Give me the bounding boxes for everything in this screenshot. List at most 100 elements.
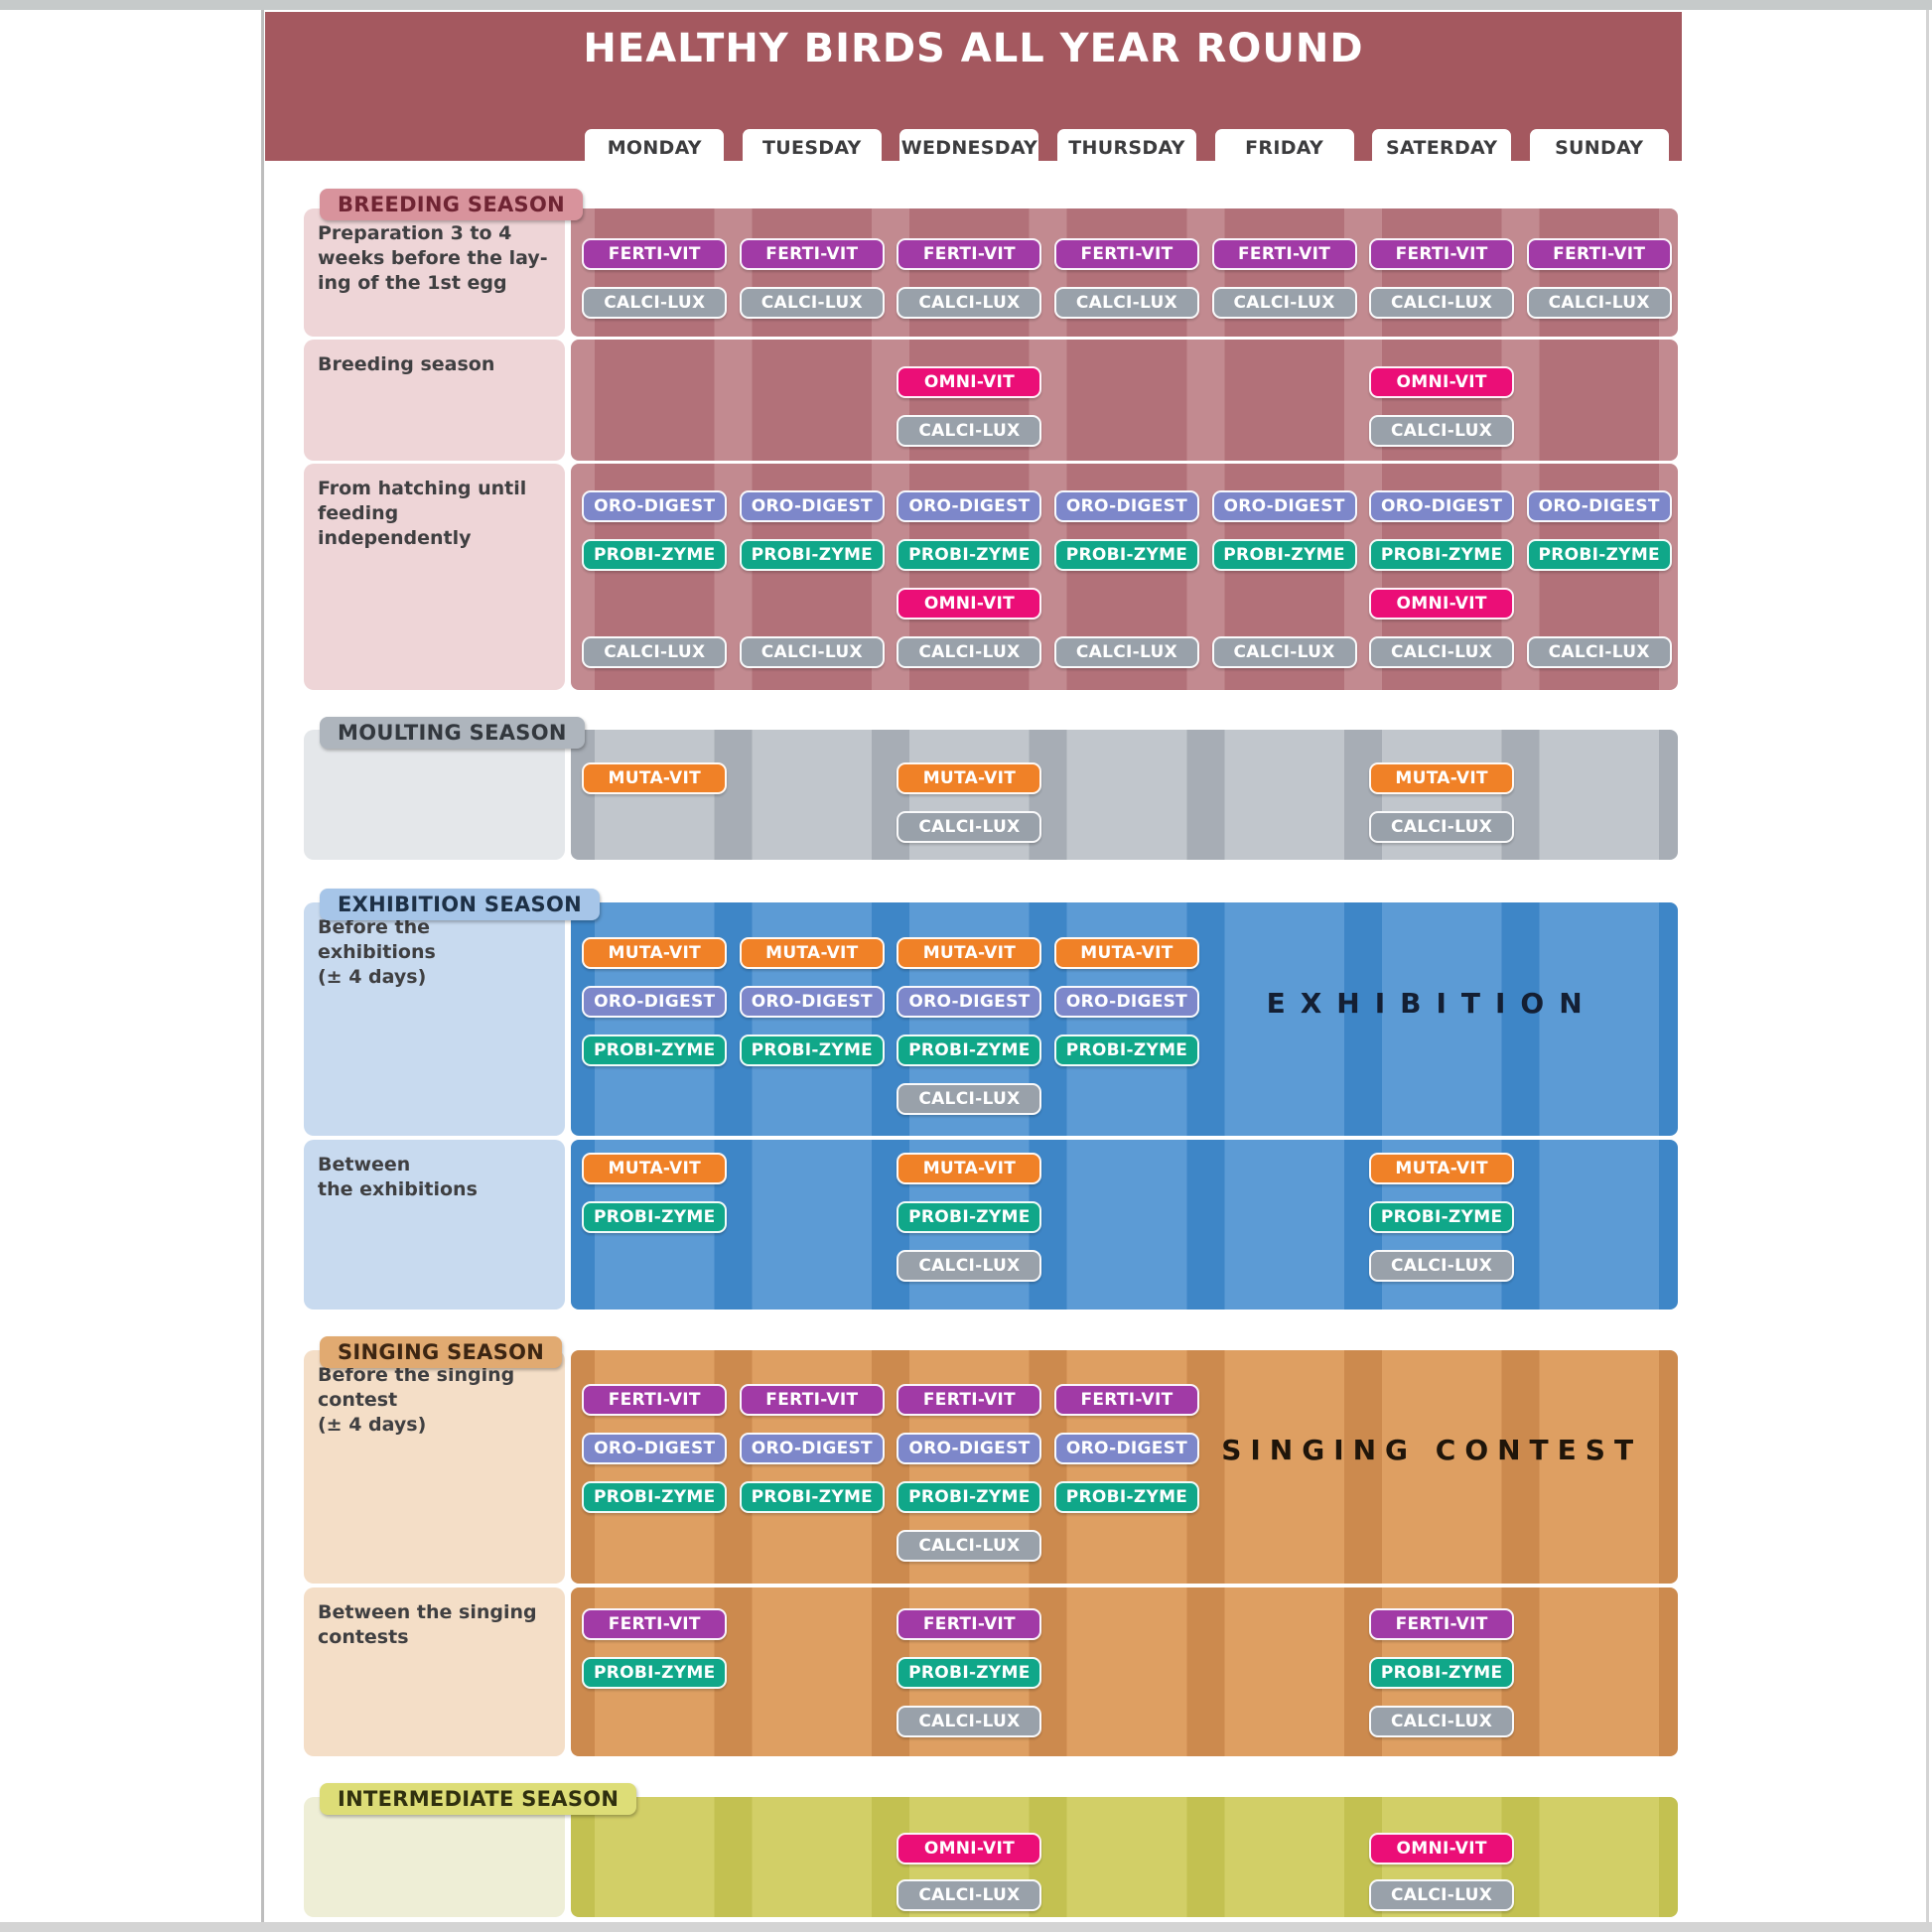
pill-probi-zyme: PROBI-ZYME [582, 1201, 728, 1233]
schedule-band-breeding-0: FERTI-VIT FERTI-VIT FERTI-VIT FERTI-VIT FERT… [571, 208, 1678, 337]
pill-muta-vit: MUTA-VIT [1369, 1153, 1515, 1184]
pill-ferti-vit: FERTI-VIT [1053, 1384, 1199, 1416]
pill-calci-lux: CALCI-LUX [582, 287, 728, 319]
pill-calci-lux: CALCI-LUX [1211, 636, 1357, 668]
pill-oro-digest: ORO-DIGEST [582, 490, 728, 522]
pill-ferti-vit: FERTI-VIT [897, 238, 1042, 270]
pill-probi-zyme: PROBI-ZYME [739, 539, 885, 571]
pill-oro-digest: ORO-DIGEST [897, 1433, 1042, 1464]
band-note-exhibition: EXHIBITION [1266, 986, 1597, 1020]
pill-probi-zyme: PROBI-ZYME [582, 1657, 728, 1689]
page-edge-bottom [0, 1922, 1932, 1932]
pill-oro-digest: ORO-DIGEST [1526, 490, 1672, 522]
pill-probi-zyme: PROBI-ZYME [897, 1481, 1042, 1513]
section-header-exhibition: EXHIBITION SEASON [320, 889, 600, 920]
schedule-band-breeding-1: OMNI-VIT OMNI-VIT CALCI-LUX CALCI-LUX [571, 340, 1678, 461]
schedule-band-singing-1: FERTI-VIT FERTI-VIT FERTI-VIT PROBI-ZYME PRO… [571, 1587, 1678, 1756]
row-label-intermediate-0 [304, 1797, 565, 1917]
section-header-intermediate: INTERMEDIATE SEASON [320, 1783, 637, 1815]
pill-omni-vit: OMNI-VIT [1369, 366, 1515, 398]
pill-ferti-vit: FERTI-VIT [1526, 238, 1672, 270]
pill-probi-zyme: PROBI-ZYME [1369, 539, 1515, 571]
row-label-breeding-2: From hatching until feeding independentl… [304, 464, 565, 690]
pill-calci-lux: CALCI-LUX [1211, 287, 1357, 319]
pill-omni-vit: OMNI-VIT [897, 1833, 1042, 1864]
pill-oro-digest: ORO-DIGEST [739, 1433, 885, 1464]
pill-probi-zyme: PROBI-ZYME [1369, 1201, 1515, 1233]
pill-ferti-vit: FERTI-VIT [897, 1608, 1042, 1640]
pill-probi-zyme: PROBI-ZYME [582, 539, 728, 571]
pill-calci-lux: CALCI-LUX [1369, 415, 1515, 447]
row-label-breeding-1: Breeding season [304, 340, 565, 461]
pill-muta-vit: MUTA-VIT [897, 762, 1042, 794]
day-tab-wednesday: WEDNESDAY [899, 129, 1039, 167]
pill-ferti-vit: FERTI-VIT [582, 238, 728, 270]
pill-muta-vit: MUTA-VIT [1053, 937, 1199, 969]
pill-probi-zyme: PROBI-ZYME [739, 1481, 885, 1513]
pill-probi-zyme: PROBI-ZYME [897, 1035, 1042, 1066]
pill-probi-zyme: PROBI-ZYME [739, 1035, 885, 1066]
pill-oro-digest: ORO-DIGEST [739, 986, 885, 1018]
row-label-singing-1: Between the singing contests [304, 1587, 565, 1756]
pill-oro-digest: ORO-DIGEST [582, 1433, 728, 1464]
pill-oro-digest: ORO-DIGEST [739, 490, 885, 522]
pill-omni-vit: OMNI-VIT [1369, 1833, 1515, 1864]
pill-calci-lux: CALCI-LUX [1053, 287, 1199, 319]
pill-ferti-vit: FERTI-VIT [582, 1608, 728, 1640]
section-header-breeding: BREEDING SEASON [320, 189, 584, 220]
pill-probi-zyme: PROBI-ZYME [897, 539, 1042, 571]
day-tab-monday: MONDAY [585, 129, 725, 167]
pill-oro-digest: ORO-DIGEST [897, 490, 1042, 522]
day-tab-saterday: SATERDAY [1372, 129, 1512, 167]
pill-calci-lux: CALCI-LUX [1369, 287, 1515, 319]
pill-probi-zyme: PROBI-ZYME [1526, 539, 1672, 571]
pill-calci-lux: CALCI-LUX [897, 1083, 1042, 1115]
pill-omni-vit: OMNI-VIT [897, 588, 1042, 620]
pill-calci-lux: CALCI-LUX [897, 415, 1042, 447]
pill-oro-digest: ORO-DIGEST [897, 986, 1042, 1018]
row-label-exhibition-0: Before the exhibitions (± 4 days) [304, 902, 565, 1136]
row-label-moulting-0 [304, 730, 565, 860]
pill-calci-lux: CALCI-LUX [1526, 636, 1672, 668]
pill-ferti-vit: FERTI-VIT [739, 238, 885, 270]
pill-probi-zyme: PROBI-ZYME [897, 1201, 1042, 1233]
pill-ferti-vit: FERTI-VIT [582, 1384, 728, 1416]
pill-probi-zyme: PROBI-ZYME [897, 1657, 1042, 1689]
pill-calci-lux: CALCI-LUX [897, 1706, 1042, 1737]
pill-probi-zyme: PROBI-ZYME [582, 1481, 728, 1513]
pill-omni-vit: OMNI-VIT [897, 366, 1042, 398]
pill-calci-lux: CALCI-LUX [1369, 811, 1515, 843]
page-edge-left [261, 10, 264, 1922]
schedule-band-intermediate-0: OMNI-VIT OMNI-VIT CALCI-LUX CALCI-LUX [571, 1797, 1678, 1917]
pill-calci-lux: CALCI-LUX [897, 1530, 1042, 1562]
poster: HEALTHY BIRDS ALL YEAR ROUND MONDAY TUESD… [265, 0, 1682, 1932]
pill-calci-lux: CALCI-LUX [1053, 636, 1199, 668]
pill-probi-zyme: PROBI-ZYME [1053, 539, 1199, 571]
schedule-band-moulting-0: MUTA-VIT MUTA-VIT MUTA-VIT CALCI-LUX CALCI-L… [571, 730, 1678, 860]
pill-calci-lux: CALCI-LUX [897, 1879, 1042, 1911]
pill-calci-lux: CALCI-LUX [582, 636, 728, 668]
pill-muta-vit: MUTA-VIT [582, 937, 728, 969]
pill-calci-lux: CALCI-LUX [897, 1250, 1042, 1282]
pill-calci-lux: CALCI-LUX [897, 811, 1042, 843]
page-edge-right [1926, 10, 1929, 1922]
pill-oro-digest: ORO-DIGEST [1053, 490, 1199, 522]
day-tab-tuesday: TUESDAY [742, 129, 882, 167]
pill-probi-zyme: PROBI-ZYME [1053, 1481, 1199, 1513]
row-label-exhibition-1: Between the exhibitions [304, 1140, 565, 1310]
pill-ferti-vit: FERTI-VIT [897, 1384, 1042, 1416]
pill-calci-lux: CALCI-LUX [1369, 636, 1515, 668]
pill-oro-digest: ORO-DIGEST [1369, 490, 1515, 522]
pill-calci-lux: CALCI-LUX [739, 287, 885, 319]
pill-calci-lux: CALCI-LUX [1369, 1706, 1515, 1737]
pill-ferti-vit: FERTI-VIT [1211, 238, 1357, 270]
pill-probi-zyme: PROBI-ZYME [582, 1035, 728, 1066]
pill-ferti-vit: FERTI-VIT [1053, 238, 1199, 270]
pill-muta-vit: MUTA-VIT [582, 762, 728, 794]
row-label-singing-0: Before the singing contest (± 4 days) [304, 1350, 565, 1584]
schedule-band-exhibition-1: MUTA-VIT MUTA-VIT MUTA-VIT PROBI-ZYME PROBI-… [571, 1140, 1678, 1310]
pill-ferti-vit: FERTI-VIT [1369, 238, 1515, 270]
pill-oro-digest: ORO-DIGEST [1053, 986, 1199, 1018]
pill-muta-vit: MUTA-VIT [897, 937, 1042, 969]
pill-muta-vit: MUTA-VIT [582, 1153, 728, 1184]
